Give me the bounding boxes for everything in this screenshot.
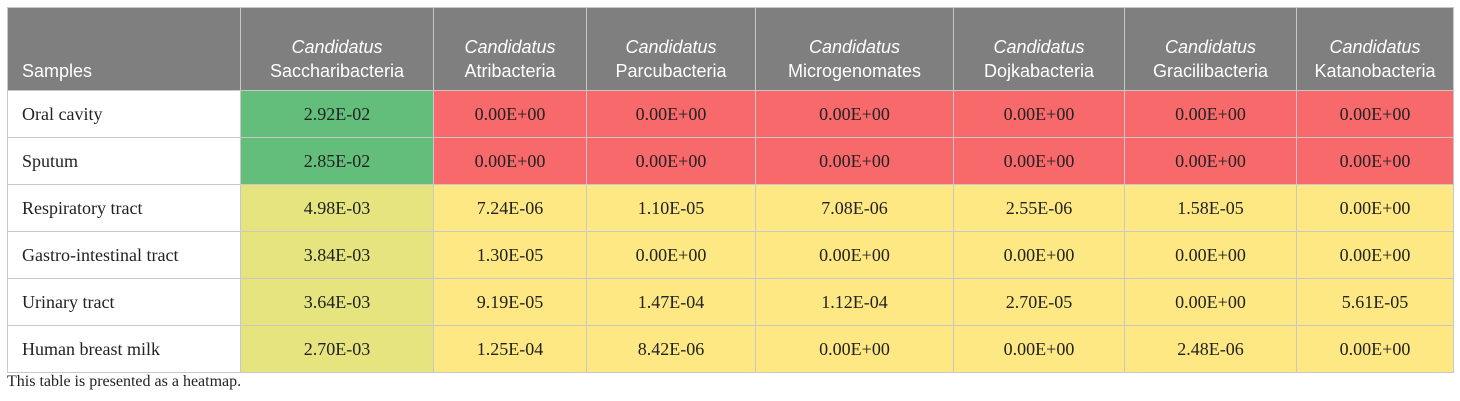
heatmap-cell: 0.00E+00	[953, 325, 1125, 373]
heatmap-cell: 2.92E-02	[240, 90, 434, 138]
heatmap-cell: 0.00E+00	[953, 90, 1125, 138]
heatmap-cell: 7.08E-06	[755, 184, 954, 232]
heatmap-cell: 0.00E+00	[1296, 137, 1454, 185]
row-label: Sputum	[7, 137, 241, 185]
heatmap-cell: 2.70E-03	[240, 325, 434, 373]
heatmap-cell: 0.00E+00	[755, 231, 954, 279]
column-header-genus: Candidatus	[625, 37, 717, 57]
heatmap-cell: 0.00E+00	[1296, 184, 1454, 232]
heatmap-table: Samples Candidatus Saccharibacteria Candid…	[7, 7, 1454, 373]
heatmap-cell: 2.55E-06	[953, 184, 1125, 232]
row-label: Human breast milk	[7, 325, 241, 373]
table-row: Respiratory tract 4.98E-03 7.24E-06 1.10E-0…	[7, 184, 1454, 232]
column-header: Candidatus Atribacteria	[433, 7, 587, 91]
heatmap-cell: 0.00E+00	[433, 90, 587, 138]
heatmap-cell: 0.00E+00	[1296, 325, 1454, 373]
row-label: Gastro-intestinal tract	[7, 231, 241, 279]
column-header-name: Gracilibacteria	[1152, 61, 1269, 81]
heatmap-cell: 0.00E+00	[586, 231, 756, 279]
heatmap-cell: 0.00E+00	[755, 137, 954, 185]
heatmap-cell: 0.00E+00	[953, 231, 1125, 279]
heatmap-cell: 2.70E-05	[953, 278, 1125, 326]
heatmap-cell: 2.85E-02	[240, 137, 434, 185]
heatmap-cell: 1.10E-05	[586, 184, 756, 232]
column-header-genus: Candidatus	[808, 37, 901, 57]
heatmap-cell: 2.48E-06	[1124, 325, 1297, 373]
column-header-name: Atribacteria	[464, 61, 556, 81]
column-header: Candidatus Microgenomates	[755, 7, 954, 91]
heatmap-cell: 0.00E+00	[586, 90, 756, 138]
heatmap-cell: 0.00E+00	[1296, 90, 1454, 138]
column-header-genus: Candidatus	[291, 37, 383, 57]
heatmap-cell: 3.64E-03	[240, 278, 434, 326]
column-header: Candidatus Gracilibacteria	[1124, 7, 1297, 91]
table-body: Oral cavity 2.92E-02 0.00E+00 0.00E+00 0.00E…	[7, 90, 1454, 373]
heatmap-cell: 0.00E+00	[1124, 90, 1297, 138]
heatmap-cell: 0.00E+00	[1296, 231, 1454, 279]
heatmap-cell: 1.30E-05	[433, 231, 587, 279]
heatmap-cell: 3.84E-03	[240, 231, 434, 279]
heatmap-cell: 1.58E-05	[1124, 184, 1297, 232]
table-row: Sputum 2.85E-02 0.00E+00 0.00E+00 0.00E+00 0.…	[7, 137, 1454, 185]
heatmap-cell: 0.00E+00	[1124, 231, 1297, 279]
column-header-name: Dojkabacteria	[983, 61, 1095, 81]
column-header-name: Microgenomates	[787, 61, 922, 81]
column-header-name: Saccharibacteria	[269, 61, 405, 81]
row-label: Oral cavity	[7, 90, 241, 138]
column-header-genus: Candidatus	[993, 37, 1085, 57]
heatmap-cell: 0.00E+00	[586, 137, 756, 185]
column-header-samples: Samples	[7, 7, 241, 91]
table-footnote: This table is presented as a heatmap.	[7, 373, 242, 390]
column-header: Candidatus Katanobacteria	[1296, 7, 1454, 91]
heatmap-table-container: Samples Candidatus Saccharibacteria Candid…	[7, 7, 1454, 373]
header-row: Samples Candidatus Saccharibacteria Candid…	[7, 7, 1454, 91]
column-header: Candidatus Dojkabacteria	[953, 7, 1125, 91]
column-header-genus: Candidatus	[464, 37, 556, 57]
heatmap-cell: 1.12E-04	[755, 278, 954, 326]
heatmap-cell: 5.61E-05	[1296, 278, 1454, 326]
heatmap-cell: 0.00E+00	[755, 90, 954, 138]
heatmap-cell: 1.25E-04	[433, 325, 587, 373]
heatmap-cell: 0.00E+00	[433, 137, 587, 185]
heatmap-cell: 9.19E-05	[433, 278, 587, 326]
row-label: Urinary tract	[7, 278, 241, 326]
column-header-genus: Candidatus	[1164, 37, 1257, 57]
column-header: Candidatus Saccharibacteria	[240, 7, 434, 91]
table-row: Human breast milk 2.70E-03 1.25E-04 8.42E-0…	[7, 325, 1454, 373]
table-row: Oral cavity 2.92E-02 0.00E+00 0.00E+00 0.00E…	[7, 90, 1454, 138]
column-header: Candidatus Parcubacteria	[586, 7, 756, 91]
heatmap-cell: 0.00E+00	[1124, 137, 1297, 185]
heatmap-cell: 7.24E-06	[433, 184, 587, 232]
row-label: Respiratory tract	[7, 184, 241, 232]
table-row: Gastro-intestinal tract 3.84E-03 1.30E-05 0…	[7, 231, 1454, 279]
table-row: Urinary tract 3.64E-03 9.19E-05 1.47E-04 1.1…	[7, 278, 1454, 326]
heatmap-cell: 8.42E-06	[586, 325, 756, 373]
heatmap-cell: 0.00E+00	[953, 137, 1125, 185]
heatmap-cell: 0.00E+00	[755, 325, 954, 373]
heatmap-cell: 0.00E+00	[1124, 278, 1297, 326]
column-header-name: Katanobacteria	[1314, 61, 1436, 81]
heatmap-cell: 4.98E-03	[240, 184, 434, 232]
heatmap-cell: 1.47E-04	[586, 278, 756, 326]
column-header-genus: Candidatus	[1329, 37, 1421, 57]
column-header-name: Parcubacteria	[615, 61, 727, 81]
